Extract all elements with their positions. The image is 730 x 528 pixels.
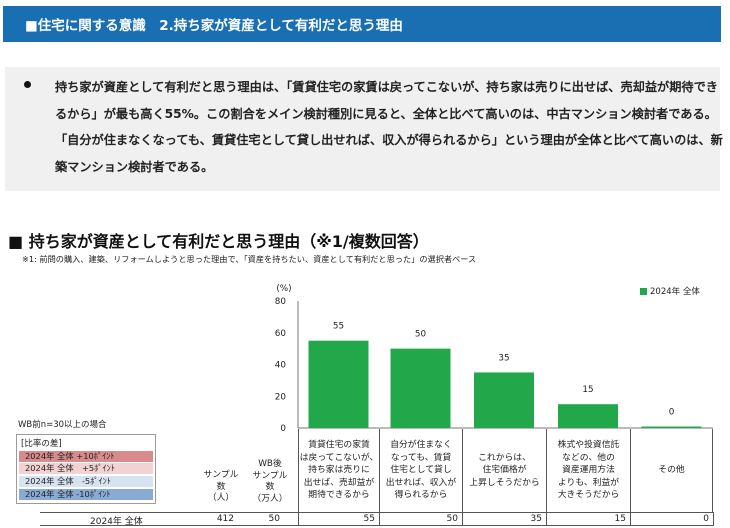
ratio-row-plus10: 2024年 全体 +10ﾎﾟｲﾝﾄ xyxy=(19,451,153,462)
col-divider-6 xyxy=(713,513,714,526)
bar xyxy=(641,426,702,428)
bar-value-label: 15 xyxy=(582,385,593,395)
category-label: これからは、 住宅価格が 上昇しそうだから xyxy=(462,429,546,512)
legend-swatch xyxy=(640,288,647,295)
y-tick-label: 20 xyxy=(275,392,287,402)
chart-legend: 2024年 全体 xyxy=(640,285,700,297)
y-tick-label: 40 xyxy=(275,361,287,371)
col-divider-2 xyxy=(379,513,380,526)
ratio-legend-title: [比率の差] xyxy=(21,439,62,449)
bar-value-label: 50 xyxy=(415,330,427,340)
col-divider-3 xyxy=(462,513,463,526)
row-value-cell: 15 xyxy=(614,514,626,524)
row-label: 2024年 全体 xyxy=(90,517,143,527)
y-tick-label: 0 xyxy=(280,424,286,434)
category-label: 株式や投資信託 などの、他の 資産運用方法 よりも、利益が 大きそうだから xyxy=(546,429,630,512)
bullet-icon xyxy=(24,81,31,88)
col-divider-1 xyxy=(298,513,299,526)
summary-box: 持ち家が資産として有利だと思う理由は、「賃貸住宅の家賃は戻ってこないが、持ち家は… xyxy=(5,67,723,191)
y-tick-label: 80 xyxy=(275,297,287,307)
ratio-row-plus5: 2024年 全体 +5ﾎﾟｲﾝﾄ xyxy=(19,463,153,474)
bar xyxy=(308,340,369,428)
sample-count-cell: 412 xyxy=(216,514,234,524)
wb-sample-count-header: WB後 サンプル数（万人） xyxy=(252,459,288,504)
bar-value-label: 55 xyxy=(333,322,344,332)
row-value-cell: 55 xyxy=(363,514,375,524)
col-divider-4 xyxy=(546,513,547,526)
category-label: 自分が住まなく なっても、賃貸 住宅として貸し 出せれば、収入が 得られるから xyxy=(379,429,462,512)
sample-count-header: サンプル数（人） xyxy=(203,470,239,503)
ratio-legend: [比率の差] 2024年 全体 +10ﾎﾟｲﾝﾄ 2024年 全体 +5ﾎﾟｲﾝ… xyxy=(16,434,156,504)
row-value-cell: 35 xyxy=(530,514,542,524)
category-label: 賃貸住宅の家賃 は戻ってこないが、 持ち家は売りに 出せば、売却益が 期待できるから xyxy=(298,429,379,512)
summary-text: 持ち家が資産として有利だと思う理由は、「賃貸住宅の家賃は戻ってこないが、持ち家は… xyxy=(55,80,723,174)
section-title: ■ 持ち家が資産として有利だと思う理由（※1/複数回答） xyxy=(8,232,429,251)
wb-sample-count-cell: 50 xyxy=(268,514,280,524)
col-divider-5 xyxy=(630,513,631,526)
header-bar: ■住宅に関する意識 2.持ち家が資産として有利だと思う理由 xyxy=(3,6,721,42)
section-note: ※1: 前問の購入、建築、リフォームしようと思った理由で、「資産を持ちたい、資産… xyxy=(22,254,477,264)
category-label: その他 xyxy=(630,429,713,512)
ratio-row-minus5: 2024年 全体 -5ﾎﾟｲﾝﾄ xyxy=(19,476,153,487)
row-value-cell: 50 xyxy=(446,514,458,524)
bar-value-label: 0 xyxy=(669,408,675,418)
bar xyxy=(390,348,451,428)
bar xyxy=(474,372,534,428)
data-row-2024: 2024年 全体 412 50 55 50 35 15 0 xyxy=(40,512,714,527)
ratio-row-minus10: 2024年 全体 -10ﾎﾟｲﾝﾄ xyxy=(19,489,153,500)
bar xyxy=(558,404,618,428)
wb-note: WB前n=30以上の場合 xyxy=(18,420,107,430)
page-title: ■住宅に関する意識 2.持ち家が資産として有利だと思う理由 xyxy=(25,18,403,34)
bar-value-label: 35 xyxy=(498,353,509,363)
y-tick-label: 60 xyxy=(275,329,287,339)
legend-label: 2024年 全体 xyxy=(650,287,700,297)
y-unit-label: (%) xyxy=(276,284,291,294)
row-value-cell: 0 xyxy=(703,514,709,524)
